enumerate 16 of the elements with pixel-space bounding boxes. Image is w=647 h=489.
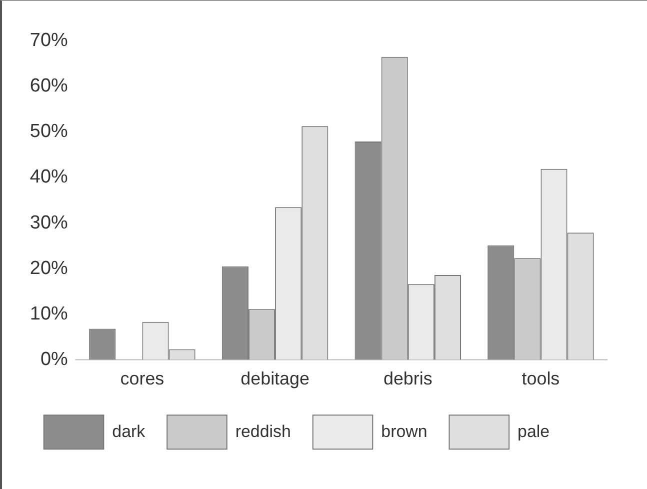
legend-label: reddish [235, 422, 291, 441]
y-tick-label: 0% [40, 348, 68, 370]
legend-label: dark [112, 422, 146, 441]
y-tick-label: 20% [30, 258, 68, 279]
y-tick-label: 40% [30, 166, 68, 188]
x-tick-label: cores [120, 368, 164, 388]
legend-label: brown [381, 422, 428, 441]
y-tick-label: 30% [30, 212, 68, 234]
legend-label: pale [518, 422, 550, 441]
y-tick-label: 60% [30, 76, 68, 97]
y-tick-label: 70% [30, 30, 68, 52]
x-tick-label: debris [383, 368, 432, 388]
x-tick-label: tools [522, 368, 560, 388]
y-tick-label: 10% [30, 303, 68, 324]
y-tick-label: 50% [30, 121, 68, 142]
x-tick-label: debitage [240, 368, 310, 388]
